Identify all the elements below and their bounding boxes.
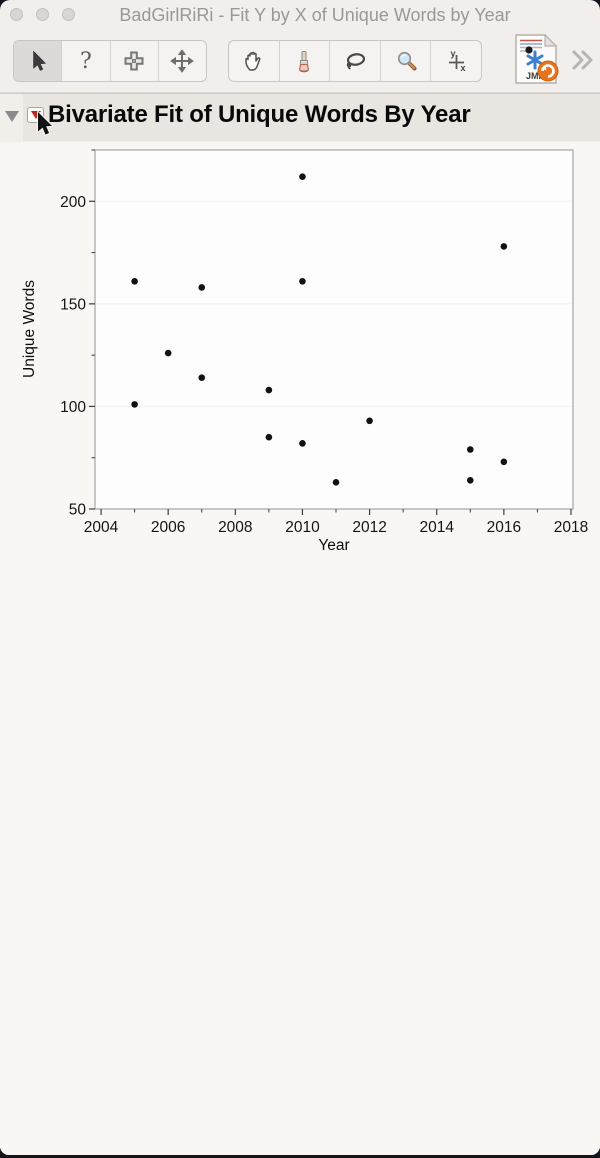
- data-point[interactable]: [299, 440, 306, 447]
- data-point[interactable]: [299, 277, 306, 285]
- toolbar-overflow-button[interactable]: [570, 48, 596, 77]
- scatter-plot[interactable]: Unique Words Year 2004 2006 2008 2010 2012 20…: [0, 142, 600, 572]
- brush-icon: [124, 51, 144, 71]
- x-axis-tick-label: 2014: [419, 519, 454, 536]
- y-axis-tick-label: 100: [60, 399, 86, 416]
- data-point[interactable]: [198, 284, 206, 291]
- data-point[interactable]: [131, 401, 138, 408]
- svg-text:x: x: [461, 63, 466, 73]
- crosshair-xy-icon: y x: [449, 49, 466, 73]
- report-body: Unique Words Year 2004 2006 2008 2010 2012 20…: [0, 142, 600, 1155]
- pointer-icon: [32, 50, 46, 71]
- jmp-icon-label: JMP: [526, 71, 545, 81]
- y-axis-tick-label: 150: [60, 296, 86, 313]
- lasso-icon: [346, 53, 366, 70]
- data-point[interactable]: [265, 433, 273, 441]
- data-point[interactable]: [265, 386, 273, 394]
- x-axis-tick-label: 2012: [352, 519, 386, 536]
- zoom-window-button[interactable]: [62, 8, 75, 21]
- close-window-button[interactable]: [10, 8, 23, 21]
- x-axis-tick-label: 2008: [218, 519, 252, 536]
- brush-tool-button[interactable]: [111, 41, 159, 81]
- x-axis-tick-label: 2004: [84, 519, 119, 536]
- data-point[interactable]: [299, 173, 306, 180]
- jmp-document-icon: JMP: [515, 33, 559, 84]
- help-icon: ?: [79, 48, 92, 74]
- magnifier-icon: [397, 51, 417, 71]
- toolbar-group-graph-tools: y x: [228, 40, 482, 82]
- hand-tool-button[interactable]: [229, 41, 280, 81]
- x-axis-tick-label: 2010: [285, 519, 320, 536]
- move-tool-button[interactable]: [159, 41, 206, 81]
- x-axis-label: Year: [318, 537, 349, 554]
- y-axis-tick-label: 200: [60, 194, 86, 211]
- data-point[interactable]: [332, 479, 340, 486]
- paintbrush-tool-button[interactable]: [280, 41, 331, 81]
- help-tool-button[interactable]: ?: [62, 41, 111, 81]
- jmp-report-refresh-button[interactable]: JMP: [512, 33, 562, 91]
- data-point[interactable]: [198, 374, 206, 382]
- pointer-tool-button[interactable]: [14, 41, 63, 81]
- crosshair-xy-tool-button[interactable]: y x: [431, 41, 481, 81]
- plot-frame: [94, 149, 574, 510]
- window-title: BadGirlRiRi - Fit Y by X of Unique Words…: [119, 4, 511, 25]
- data-point[interactable]: [466, 476, 474, 484]
- minimize-window-button[interactable]: [36, 8, 49, 21]
- red-triangle-icon: [30, 111, 41, 119]
- plot-area[interactable]: [95, 150, 573, 509]
- y-axis-tick-label: 50: [69, 502, 87, 519]
- x-axis-tick-label: 2018: [554, 519, 588, 536]
- data-point[interactable]: [500, 458, 508, 466]
- magnifier-tool-button[interactable]: [381, 41, 432, 81]
- data-point[interactable]: [500, 243, 508, 250]
- x-axis-tick-label: 2016: [487, 519, 521, 536]
- toolbar-group-cursor-tools: ?: [13, 40, 207, 82]
- move-icon: [170, 49, 195, 73]
- data-point[interactable]: [164, 349, 172, 357]
- hand-icon: [245, 51, 261, 71]
- titlebar: BadGirlRiRi - Fit Y by X of Unique Words…: [0, 0, 600, 30]
- disclosure-triangle-icon[interactable]: [5, 111, 19, 122]
- data-point[interactable]: [366, 417, 373, 425]
- mouse-cursor: [36, 111, 64, 146]
- paintbrush-icon: [299, 51, 310, 73]
- toolbar: ?: [0, 30, 600, 93]
- outline-header: Bivariate Fit of Unique Words By Year: [0, 93, 600, 141]
- y-axis-label: Unique Words: [21, 280, 38, 378]
- x-axis-tick-label: 2006: [151, 519, 185, 536]
- lasso-tool-button[interactable]: [330, 41, 381, 81]
- chevron-double-right-icon: [572, 50, 593, 70]
- data-point[interactable]: [131, 277, 138, 285]
- data-point[interactable]: [466, 446, 474, 453]
- svg-text:y: y: [451, 49, 456, 59]
- report-title: Bivariate Fit of Unique Words By Year: [48, 101, 471, 128]
